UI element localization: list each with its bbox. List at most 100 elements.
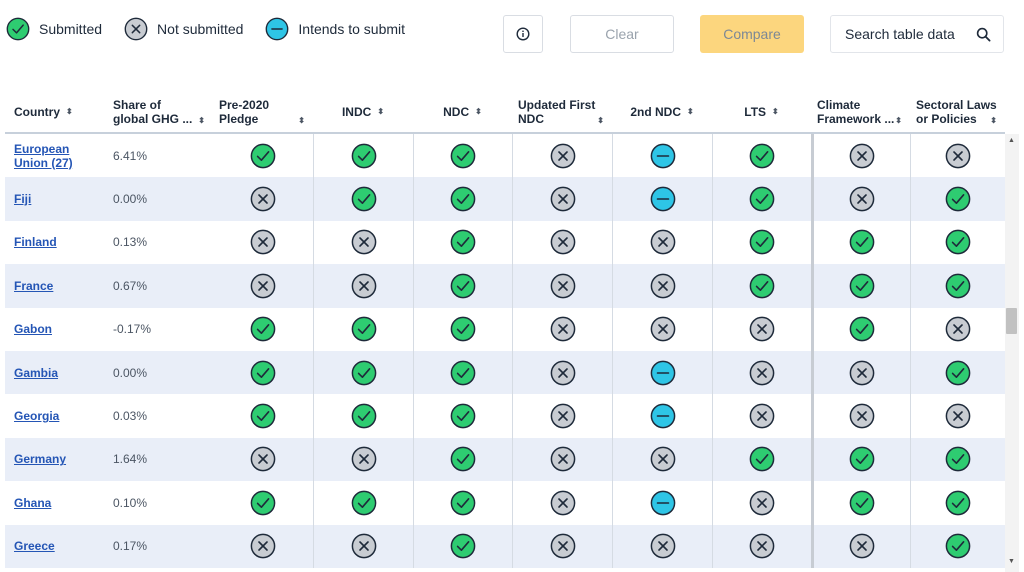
country-link[interactable]: France: [14, 278, 54, 293]
country-link[interactable]: Germany: [14, 452, 67, 467]
table-row[interactable]: Greece 0.17%: [5, 524, 1005, 568]
not-submitted-x-icon: [650, 316, 675, 342]
status-cell-lts: [712, 481, 811, 525]
scroll-down-arrow-icon[interactable]: ▼: [1008, 558, 1015, 565]
column-header-climate[interactable]: Climate Framework ... ⬍: [811, 90, 910, 134]
submitted-check-icon: [849, 447, 875, 472]
ndc-table: Country ⬍ Share of global GHG ... ⬍ Pre-2020 P…: [5, 90, 1005, 568]
table-row[interactable]: Ghana 0.10%: [5, 481, 1005, 525]
scroll-up-arrow-icon[interactable]: ▲: [1008, 137, 1015, 144]
search-input[interactable]: Search table data: [830, 15, 1004, 53]
info-button[interactable]: [503, 15, 543, 53]
column-header-updated[interactable]: Updated First NDC ⬍: [512, 90, 612, 134]
status-cell-updated: [512, 524, 612, 568]
table-row[interactable]: Georgia 0.03%: [5, 394, 1005, 438]
not-submitted-x-icon: [550, 143, 575, 169]
column-header-ndc2[interactable]: 2nd NDC ⬍: [612, 90, 712, 134]
sort-icon[interactable]: ⬍: [198, 116, 205, 125]
table-row[interactable]: Finland 0.13%: [5, 220, 1005, 265]
status-cell-pre2020: [213, 134, 313, 177]
clear-button[interactable]: Clear: [570, 15, 674, 53]
status-cell-lts: [712, 220, 811, 265]
column-header-lts[interactable]: LTS ⬍: [712, 90, 811, 134]
country-link[interactable]: Finland: [14, 235, 57, 250]
status-cell-climate: [811, 481, 910, 525]
status-cell-climate: [811, 220, 910, 265]
ghg-share-value: 0.00%: [113, 365, 148, 380]
status-cell-ndc: [413, 177, 512, 221]
intends-to-submit-icon: [650, 360, 675, 385]
sort-icon[interactable]: ⬍: [475, 107, 482, 116]
not-submitted-x-icon: [849, 360, 875, 385]
column-header-country[interactable]: Country ⬍: [5, 90, 108, 134]
country-link[interactable]: Fiji: [14, 192, 32, 207]
column-header-ndc[interactable]: NDC ⬍: [413, 90, 512, 134]
table-row[interactable]: Fiji 0.00%: [5, 177, 1005, 221]
table-row[interactable]: European Union (27) 6.41%: [5, 134, 1005, 178]
not-submitted-x-icon: [250, 186, 276, 212]
status-cell-ndc2: [612, 220, 712, 265]
table-row[interactable]: Gambia 0.00%: [5, 350, 1005, 395]
sort-icon[interactable]: ⬍: [772, 107, 779, 116]
not-submitted-x-icon: [749, 403, 775, 429]
column-header-pre2020[interactable]: Pre-2020 Pledge ⬍: [213, 90, 313, 134]
column-header-label: 2nd NDC: [630, 105, 681, 119]
status-cell-ndc2: [612, 524, 712, 568]
submitted-check-icon: [945, 447, 971, 472]
status-cell-lts: [712, 264, 811, 308]
column-header-sectoral[interactable]: Sectoral Laws or Policies ⬍: [910, 90, 1005, 134]
legend-item-not-submitted: Not submitted: [124, 17, 243, 41]
status-cell-pre2020: [213, 264, 313, 307]
legend-label: Not submitted: [157, 21, 244, 37]
sort-icon[interactable]: ⬍: [990, 116, 997, 125]
submitted-check-icon: [450, 533, 476, 559]
country-link[interactable]: Greece: [14, 539, 55, 554]
status-cell-ndc: [413, 307, 512, 351]
table-row[interactable]: Gabon -0.17%: [5, 307, 1005, 351]
not-submitted-x-icon: [250, 533, 276, 559]
table-row[interactable]: France 0.67%: [5, 264, 1005, 308]
status-cell-ndc: [413, 437, 512, 482]
submitted-check-icon: [749, 143, 775, 169]
sort-icon[interactable]: ⬍: [597, 116, 604, 125]
status-cell-indc: [313, 177, 413, 221]
sort-icon[interactable]: ⬍: [298, 116, 305, 125]
intends-to-submit-icon: [266, 17, 289, 41]
vertical-scrollbar[interactable]: [1005, 134, 1019, 572]
ghg-share-value: 0.13%: [113, 235, 148, 250]
sort-icon[interactable]: ⬍: [66, 107, 73, 116]
column-header-indc[interactable]: INDC ⬍: [313, 90, 413, 134]
status-cell-pre2020: [213, 351, 313, 394]
not-submitted-x-icon: [250, 447, 276, 472]
status-cell-pre2020: [213, 438, 313, 481]
submitted-check-icon: [450, 143, 476, 169]
submitted-check-icon: [749, 273, 775, 299]
country-link[interactable]: European Union (27): [14, 141, 73, 170]
not-submitted-x-icon: [124, 17, 148, 41]
ghg-share-value: 0.00%: [113, 192, 148, 207]
column-header-share[interactable]: Share of global GHG ... ⬍: [108, 90, 213, 134]
status-cell-pre2020: [213, 481, 313, 524]
not-submitted-x-icon: [351, 533, 376, 559]
country-link[interactable]: Gambia: [14, 365, 59, 380]
column-header-label: LTS: [744, 105, 767, 119]
submitted-check-icon: [450, 230, 476, 255]
status-cell-pre2020: [213, 394, 313, 437]
status-cell-sectoral: [910, 481, 1005, 525]
sort-icon[interactable]: ⬍: [377, 107, 385, 116]
compare-button[interactable]: Compare: [700, 15, 804, 53]
scrollbar-thumb[interactable]: [1006, 308, 1017, 334]
submitted-check-icon: [945, 490, 971, 516]
status-cell-updated: [512, 350, 612, 395]
sort-icon[interactable]: ⬍: [895, 116, 902, 125]
country-link[interactable]: Gabon: [14, 322, 52, 337]
status-cell-climate: [811, 134, 910, 178]
submitted-check-icon: [849, 230, 875, 255]
country-link[interactable]: Georgia: [14, 409, 60, 424]
status-cell-lts: [712, 394, 811, 438]
country-link[interactable]: Ghana: [14, 495, 52, 510]
status-cell-sectoral: [910, 177, 1005, 221]
submitted-check-icon: [450, 316, 476, 342]
table-row[interactable]: Germany 1.64%: [5, 437, 1005, 482]
sort-icon[interactable]: ⬍: [686, 107, 694, 116]
